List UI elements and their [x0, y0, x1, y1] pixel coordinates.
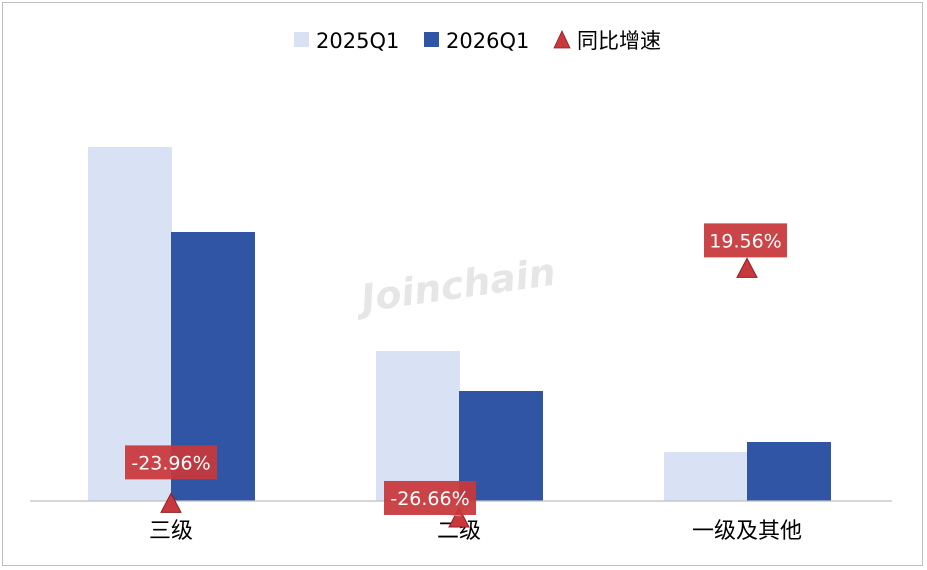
legend-label: 2026Q1	[446, 29, 529, 53]
yoy-triangle-marker	[448, 506, 470, 528]
legend-swatch	[424, 32, 439, 47]
yoy-label-box	[125, 445, 217, 480]
yoy-label: -23.96%	[131, 452, 210, 474]
yoy-label-box	[384, 480, 476, 515]
watermark-text: Joinchain	[351, 250, 558, 322]
yoy-label-box	[704, 223, 787, 258]
yoy-label: 19.56%	[709, 230, 781, 252]
bar-2025Q1-1	[88, 147, 172, 501]
bar-2026Q1-3	[747, 442, 831, 501]
yoy-growth-markers: -23.96% -26.66% 19.56%	[125, 223, 787, 528]
bars-group	[88, 147, 831, 501]
yoy-label: -26.66%	[390, 488, 469, 510]
legend-swatch	[294, 32, 309, 47]
yoy-triangle-marker	[736, 257, 758, 278]
legend-label: 同比增速	[577, 29, 661, 53]
x-tick-label: 一级及其他	[692, 519, 802, 544]
legend-label: 2025Q1	[316, 29, 399, 53]
x-tick-label: 三级	[149, 519, 193, 544]
bar-2025Q1-3	[664, 452, 748, 501]
legend-triangle-icon	[553, 30, 571, 49]
bar-2025Q1-2	[376, 351, 460, 501]
legend: 2025Q1 2026Q1 同比增速	[294, 29, 661, 53]
yoy-triangle-marker	[160, 492, 182, 513]
x-tick-labels: 三级 二级 一级及其他	[149, 519, 802, 544]
